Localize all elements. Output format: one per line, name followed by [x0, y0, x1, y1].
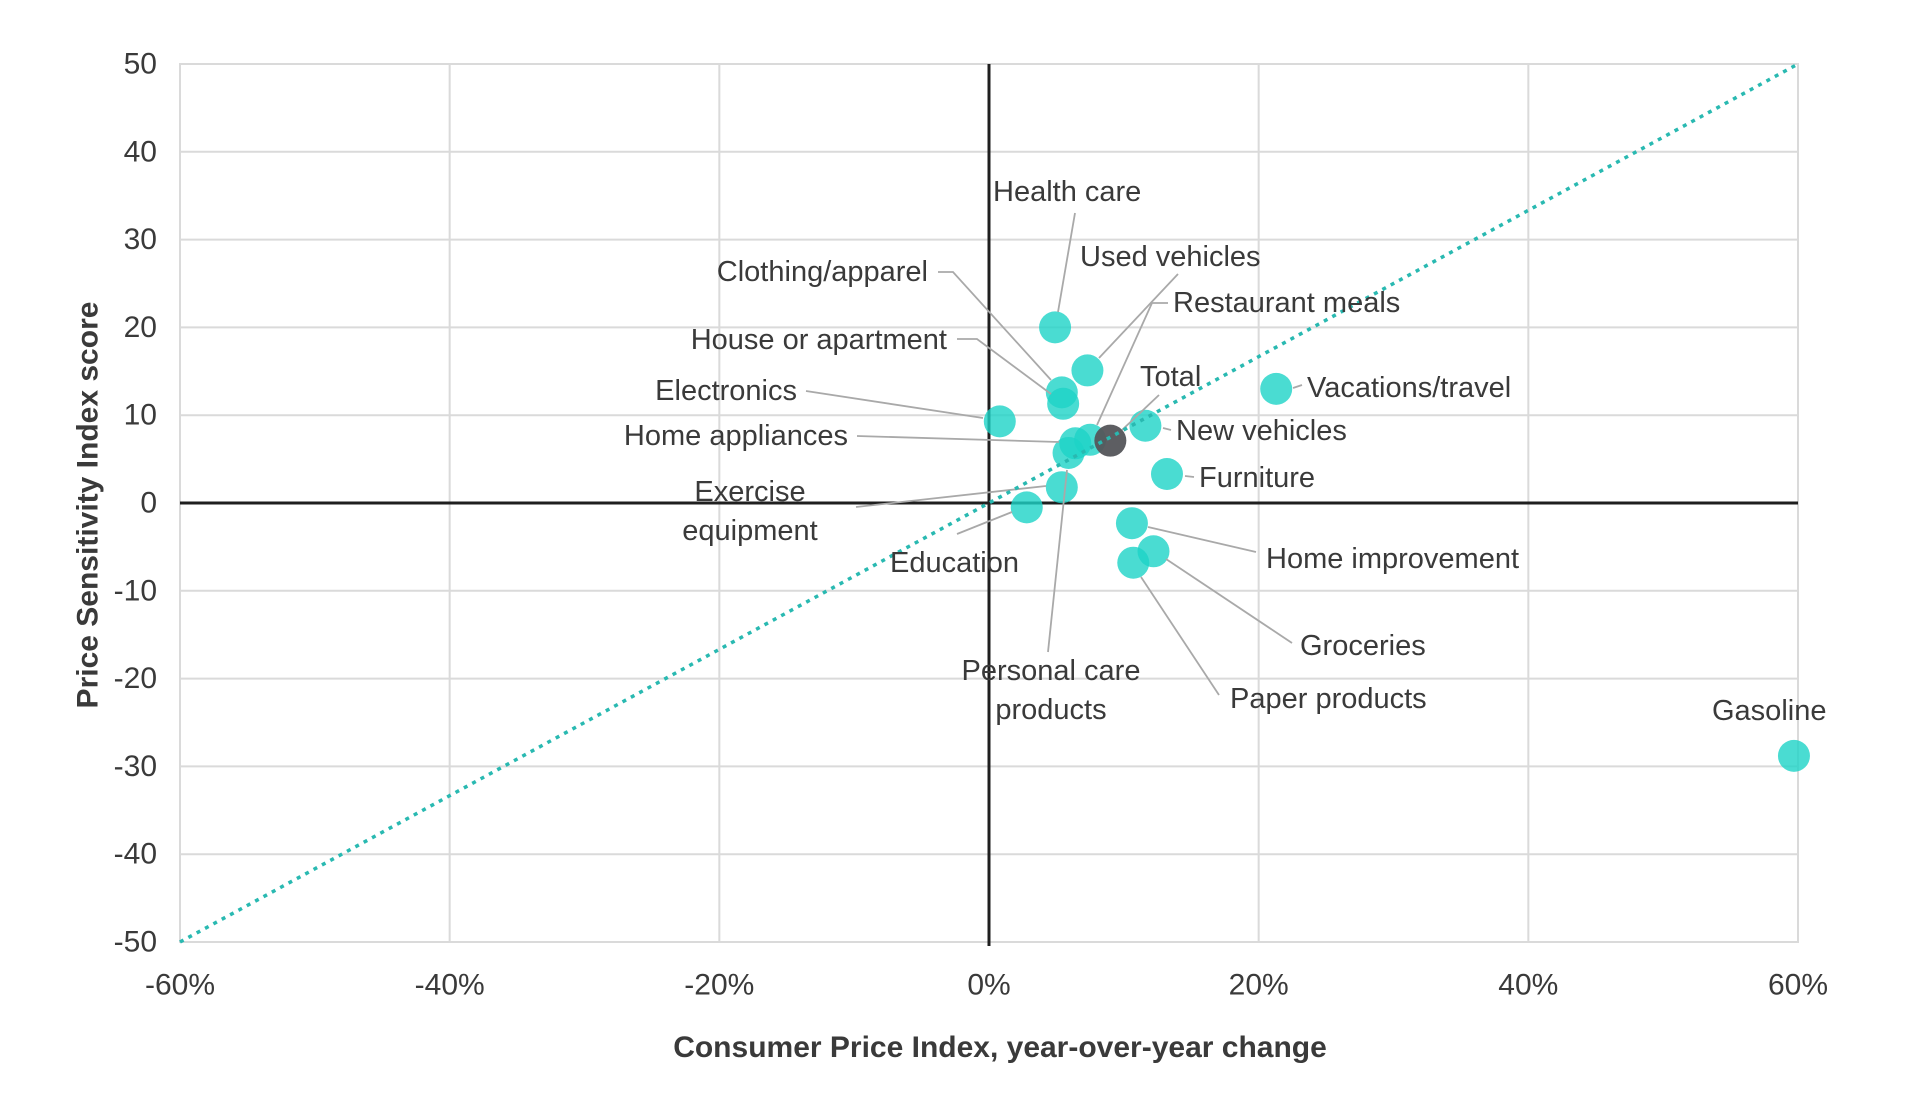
point-label-electronics: Electronics	[655, 375, 797, 407]
data-point-exercise-equipment	[1045, 471, 1078, 504]
point-label-new-vehicles: New vehicles	[1176, 415, 1347, 447]
leader-line-home-improvement	[1147, 526, 1257, 553]
point-label-home-appliances: Home appliances	[624, 420, 848, 452]
point-label-exercise-equipment-line2: equipment	[682, 515, 817, 547]
point-label-paper-products: Paper products	[1230, 683, 1427, 715]
data-point-used-vehicles	[1071, 354, 1104, 387]
data-points	[983, 311, 1810, 772]
leader-line-furniture	[1184, 475, 1195, 478]
point-label-vacations-travel: Vacations/travel	[1307, 372, 1511, 404]
data-point-house-or-apartment	[1047, 387, 1080, 420]
diagonal-dotted-line	[179, 62, 1799, 944]
data-point-new-vehicles	[1129, 409, 1162, 442]
point-label-home-improvement: Home improvement	[1266, 543, 1519, 575]
data-point-paper-products	[1117, 546, 1150, 579]
data-point-electronics	[983, 405, 1016, 438]
y-tick-label-40: 40	[124, 135, 157, 168]
leader-line-clothing-apparel	[938, 271, 1052, 381]
data-point-vacations-travel	[1260, 372, 1293, 405]
point-label-clothing-apparel: Clothing/apparel	[717, 256, 928, 288]
y-tick-label-50: -50	[114, 926, 157, 959]
diagonal-reference-line	[179, 62, 1799, 944]
leader-line-house-or-apartment	[957, 338, 1052, 395]
y-tick-label-10: -10	[114, 574, 157, 607]
point-label-house-or-apartment: House or apartment	[691, 324, 947, 356]
leader-line-health-care	[1057, 212, 1076, 313]
x-tick-label-20: -20%	[684, 969, 754, 1002]
point-label-furniture: Furniture	[1199, 462, 1315, 494]
point-label-gasoline: Gasoline	[1712, 695, 1826, 727]
y-tick-label-0: 0	[140, 487, 157, 520]
data-point-furniture	[1150, 458, 1183, 491]
point-label-used-vehicles: Used vehicles	[1080, 241, 1261, 273]
point-label-total: Total	[1140, 361, 1201, 393]
point-label-exercise-equipment-line1: Exercise	[694, 476, 805, 508]
leader-line-groceries	[1165, 558, 1293, 644]
leader-line-restaurant-meals	[1096, 302, 1168, 426]
leader-line-paper-products	[1140, 576, 1220, 696]
leader-line-electronics	[805, 390, 984, 419]
zero-lines	[180, 64, 1798, 946]
data-point-gasoline	[1777, 739, 1810, 772]
leader-line-vacations-travel	[1292, 384, 1303, 389]
x-tick-label-40: -40%	[415, 969, 485, 1002]
leader-line-used-vehicles	[1098, 273, 1179, 359]
leader-line-home-appliances	[856, 435, 1060, 443]
point-label-personal-care-products-line2: products	[995, 694, 1106, 726]
data-point-health-care	[1039, 311, 1072, 344]
leader-line-total	[1121, 394, 1160, 431]
leader-line-personal-care-products	[1047, 469, 1068, 653]
data-point-home-improvement	[1115, 507, 1148, 540]
point-label-health-care: Health care	[993, 176, 1141, 208]
y-tick-label-40: -40	[114, 838, 157, 871]
x-tick-label-60: -60%	[145, 969, 215, 1002]
leader-lines	[805, 212, 1303, 696]
axis-tick-labels: -60% -40% -20% 0% 20% 40% 60% 50 40 30 20 10 0 -10 -20…	[114, 48, 1828, 1002]
data-point-education	[1010, 491, 1043, 524]
leader-line-new-vehicles	[1162, 427, 1172, 431]
leader-line-exercise-equipment	[855, 485, 1047, 508]
y-tick-label-10: 10	[124, 399, 157, 432]
x-tick-label-20: 20%	[1229, 969, 1289, 1002]
x-tick-label-60: 60%	[1768, 969, 1828, 1002]
point-labels: Health care Used vehicles Clothing/apparel…	[624, 176, 1827, 727]
data-point-personal-care-products	[1052, 436, 1085, 469]
x-axis-title: Consumer Price Index, year-over-year cha…	[673, 1031, 1327, 1064]
y-tick-label-20: 20	[124, 311, 157, 344]
y-axis-title: Price Sensitivity Index score	[72, 302, 105, 709]
x-tick-label-0: 0%	[967, 969, 1010, 1002]
x-tick-label-40: 40%	[1498, 969, 1558, 1002]
leader-line-education	[956, 511, 1013, 535]
y-tick-label-50: 50	[124, 48, 157, 81]
point-label-groceries: Groceries	[1300, 630, 1426, 662]
point-label-education: Education	[890, 547, 1019, 579]
y-tick-label-30: 30	[124, 223, 157, 256]
point-label-personal-care-products-line1: Personal care	[962, 655, 1141, 687]
y-tick-label-30: -30	[114, 750, 157, 783]
point-label-restaurant-meals: Restaurant meals	[1173, 287, 1400, 319]
y-tick-label-20: -20	[114, 662, 157, 695]
